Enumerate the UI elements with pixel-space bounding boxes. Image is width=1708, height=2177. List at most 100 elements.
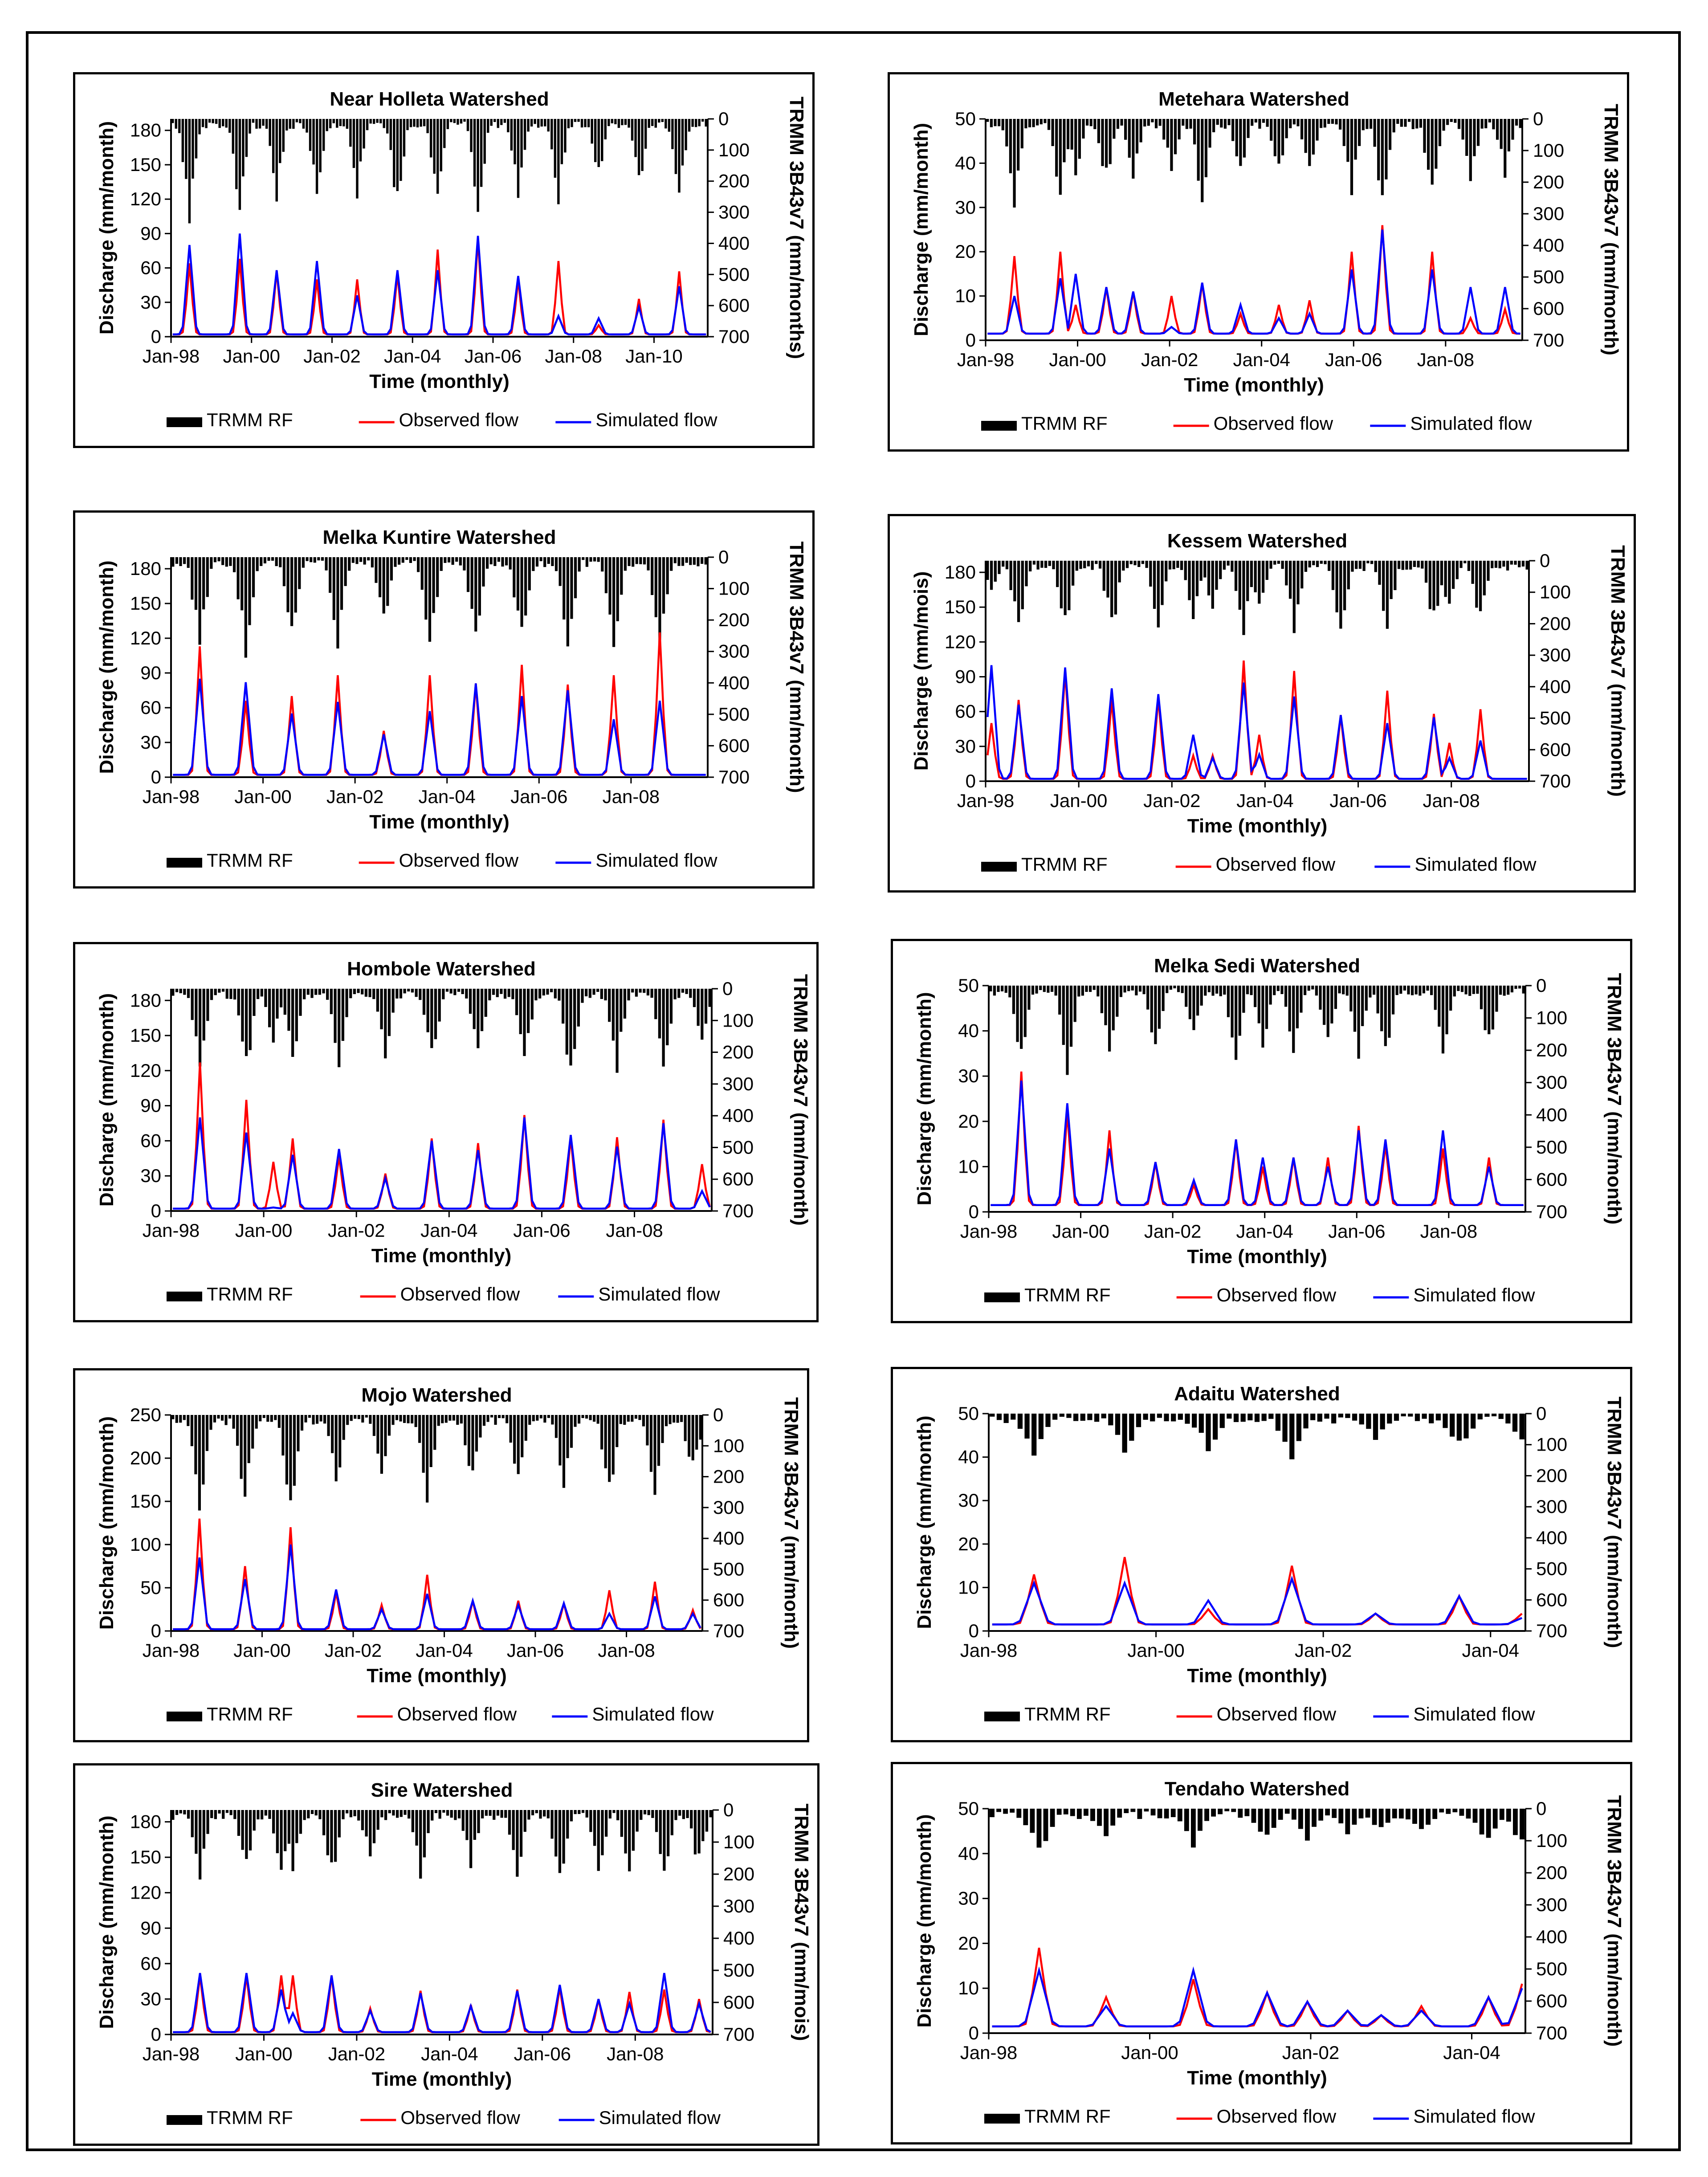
rainfall-bar [1082, 119, 1085, 139]
rainfall-bar [1238, 561, 1241, 610]
rainfall-bar [469, 989, 472, 1014]
rainfall-bar [1438, 119, 1442, 147]
rainfall-bar [663, 1810, 666, 1871]
rainfall-bar [709, 1810, 712, 1818]
rainfall-bar [1480, 986, 1483, 1010]
rainfall-bar [346, 119, 349, 129]
rainfall-bar [547, 1415, 550, 1418]
y2-tick-label: 200 [718, 609, 750, 630]
x-tick-label: Jan-00 [223, 346, 280, 367]
rainfall-bar [175, 557, 179, 564]
rainfall-bar [282, 557, 286, 587]
x-tick-label: Jan-00 [1127, 1640, 1184, 1661]
x-tick-label: Jan-06 [465, 346, 522, 367]
rainfall-bar [1431, 119, 1434, 185]
rainfall-bar [1339, 561, 1342, 629]
panel-hombole: Hombole Watershed 0 30 60 90 120 150 180 0 100 200… [73, 942, 819, 1322]
rainfall-bar [689, 989, 692, 998]
rainfall-bar [183, 1415, 186, 1420]
rainfall-bar [1178, 119, 1181, 139]
rainfall-bar [701, 119, 704, 122]
rainfall-bar [1201, 119, 1204, 203]
y2-tick-label: 700 [1536, 1620, 1567, 1641]
y2-tick-label: 100 [1536, 1434, 1567, 1455]
x-tick-label: Jan-98 [143, 2043, 200, 2064]
rainfall-bar [500, 119, 503, 125]
rainfall-bar [1173, 986, 1176, 989]
rainfall-bar [1199, 561, 1203, 581]
y2-tick-label: 400 [722, 1105, 754, 1126]
rainfall-bar [399, 119, 402, 181]
rainfall-bar [1520, 1809, 1525, 1839]
y-tick-label: 150 [130, 1491, 161, 1512]
rainfall-bar [1110, 561, 1113, 617]
rainfall-bar [1227, 119, 1231, 126]
y-axis-title: Discharge (mm/month) [96, 560, 118, 774]
rainfall-bar [1077, 986, 1080, 997]
y-tick-label: 30 [140, 1165, 161, 1186]
chart-svg: Near Holleta Watershed030609012015018001… [96, 88, 807, 430]
rainfall-bar [1285, 119, 1288, 139]
rainfall-bar [393, 119, 395, 188]
rainfall-bar [344, 557, 347, 586]
rainfall-bar [523, 119, 526, 150]
rainfall-bar [202, 989, 205, 1041]
legend-observed-label: Observed flow [397, 1704, 517, 1724]
simulated-flow-line [173, 1973, 711, 2033]
rainfall-bar [453, 119, 456, 123]
rainfall-bar [482, 1415, 486, 1426]
rainfall-bar [1459, 1809, 1464, 1816]
x-axis-title: Time (monthly) [369, 371, 510, 392]
rainfall-bar [597, 557, 600, 562]
y2-tick-label: 200 [1540, 613, 1571, 634]
rainfall-bar [464, 1415, 467, 1446]
rainfall-bar [1262, 119, 1265, 123]
rainfall-bar [399, 1810, 403, 1817]
rainfall-bar [248, 557, 251, 625]
rainfall-bar [1246, 986, 1249, 995]
rainfall-bar [1200, 986, 1203, 1006]
rainfall-bar [241, 989, 244, 1042]
rainfall-bar [611, 119, 614, 123]
rainfall-bar [1378, 561, 1381, 585]
panel-melka-kuntire: Melka Kuntire Watershed 0 30 60 90 120 150 180 0… [73, 510, 815, 889]
rainfall-bar [1058, 986, 1061, 1015]
rainfall-bar [364, 989, 368, 997]
rainfall-bar [1289, 119, 1292, 128]
y2-tick-label: 500 [718, 704, 750, 725]
rainfall-bar [245, 1810, 248, 1859]
rainfall-bar [1021, 561, 1024, 609]
y-tick-label: 0 [969, 1201, 979, 1222]
rainfall-bar [401, 557, 404, 563]
rainfall-bar [489, 1810, 492, 1816]
rainfall-bar [419, 989, 422, 1000]
rainfall-bar [194, 1415, 197, 1475]
y2-tick-label: 0 [713, 1404, 723, 1425]
rainfall-bar [195, 1810, 198, 1854]
rainfall-bar [1499, 1809, 1504, 1820]
rainfall-bar [1285, 561, 1288, 586]
rainfall-bar [346, 1810, 349, 1814]
rainfall-bar [1162, 119, 1166, 140]
rainfall-bar [303, 1810, 306, 1820]
rainfall-bar [528, 557, 531, 591]
rainfall-bar [573, 989, 576, 1049]
y-tick-label: 120 [130, 1060, 161, 1081]
legend-observed-label: Observed flow [400, 2107, 520, 2128]
rainfall-bar [651, 119, 654, 126]
rainfall-bar [357, 1810, 360, 1821]
rainfall-bar [1525, 561, 1529, 570]
rainfall-bar [1377, 119, 1380, 180]
rainfall-bar [1050, 1809, 1055, 1827]
rainfall-bar [594, 119, 597, 162]
y-tick-label: 150 [130, 1847, 161, 1867]
rainfall-bar [1320, 119, 1323, 128]
rainfall-bar [394, 557, 397, 567]
y-axis-title: Discharge (mm/month) [910, 123, 932, 336]
rainfall-bar [1430, 986, 1433, 995]
legend-simulated-label: Simulated flow [595, 850, 717, 871]
rainfall-bar [531, 1810, 534, 1815]
rainfall-bar [1432, 561, 1435, 611]
rainfall-bar [493, 557, 497, 566]
rainfall-bar [242, 119, 245, 177]
